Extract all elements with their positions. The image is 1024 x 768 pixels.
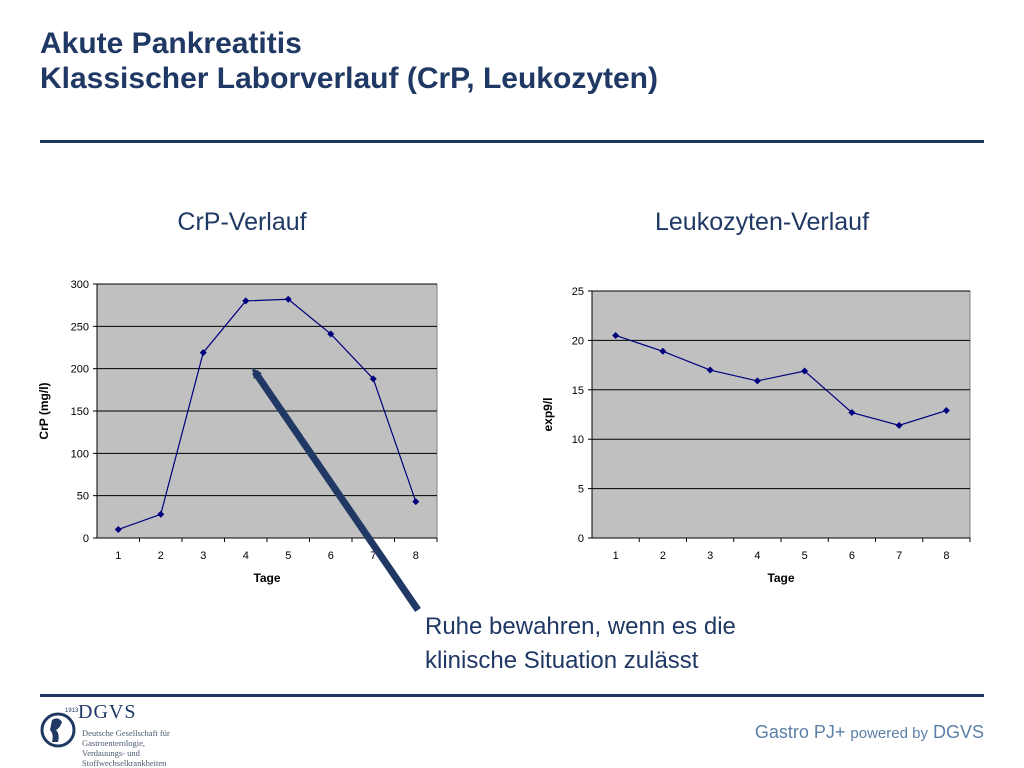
crp-data-point bbox=[114, 526, 122, 534]
crp-xtick-label: 7 bbox=[370, 550, 376, 562]
arrow-icon bbox=[252, 367, 421, 612]
leuko-ytick-label: 0 bbox=[578, 533, 584, 545]
crp-data-point bbox=[369, 375, 377, 383]
leuko-data-point bbox=[895, 421, 903, 429]
annotation-note: Ruhe bewahren, wenn es die klinische Sit… bbox=[425, 610, 736, 678]
slide-title-line2: Klassischer Laborverlauf (CrP, Leukozyte… bbox=[40, 62, 658, 95]
footer-brand-main: Gastro PJ+ bbox=[754, 722, 846, 742]
crp-ytick-label: 300 bbox=[71, 279, 89, 291]
bottom-rule bbox=[40, 694, 984, 697]
leuko-series-line bbox=[615, 334, 947, 426]
logo-figure-icon bbox=[50, 718, 62, 742]
crp-xtick-label: 3 bbox=[200, 550, 206, 562]
slide-title-line1: Akute Pankreatitis bbox=[40, 27, 302, 60]
leuko-data-point bbox=[801, 367, 809, 375]
leuko-xtick-label: 2 bbox=[660, 550, 666, 562]
leuko-ytick-label: 25 bbox=[572, 286, 584, 298]
crp-data-point bbox=[327, 330, 335, 338]
crp-xtick-label: 4 bbox=[243, 550, 249, 562]
annotation-arrow bbox=[252, 367, 421, 612]
leuko-x-axis-label: Tage bbox=[767, 571, 794, 585]
leuko-data-point bbox=[942, 407, 950, 415]
annotation-line2: klinische Situation zulässt bbox=[425, 647, 699, 674]
leuko-xtick-label: 8 bbox=[943, 550, 949, 562]
logo-sub-line: Deutsche Gesellschaft für bbox=[82, 728, 170, 738]
slide-title: Akute Pankreatitis Klassischer Laborverl… bbox=[40, 26, 658, 96]
leuko-ytick-label: 15 bbox=[572, 385, 584, 397]
logo-name: DGVS bbox=[78, 701, 137, 723]
dgvs-logo: 1913 bbox=[40, 708, 79, 748]
crp-ytick-label: 150 bbox=[71, 406, 89, 418]
crp-y-axis-label: CrP (mg/l) bbox=[37, 382, 51, 439]
footer-brand-small: powered by bbox=[850, 725, 928, 742]
crp-ytick-label: 200 bbox=[71, 364, 89, 376]
crp-xtick-label: 6 bbox=[328, 550, 334, 562]
leuko-data-point bbox=[612, 331, 620, 339]
logo-sub-line: Verdauungs- und bbox=[82, 748, 140, 758]
logo-year: 1913 bbox=[65, 708, 79, 714]
logo-sub-line: Stoffwechselkrankheiten bbox=[82, 758, 167, 768]
leuko-ytick-label: 20 bbox=[572, 335, 584, 347]
crp-ytick-label: 0 bbox=[83, 533, 89, 545]
top-rule bbox=[40, 140, 984, 143]
leuko-chart: 0 5 10 15 20 25 1 2 3 4 5 6 7 8 Tage exp9/l bbox=[541, 286, 971, 585]
crp-xtick-label: 8 bbox=[413, 550, 419, 562]
crp-xtick-label: 5 bbox=[285, 550, 291, 562]
leuko-xtick-label: 3 bbox=[707, 550, 713, 562]
leuko-data-point bbox=[659, 347, 667, 355]
leuko-xtick-label: 6 bbox=[849, 550, 855, 562]
crp-data-point bbox=[412, 498, 420, 506]
crp-xtick-label: 1 bbox=[115, 550, 121, 562]
crp-ytick-label: 250 bbox=[71, 321, 89, 333]
crp-data-point bbox=[284, 295, 292, 303]
crp-data-point bbox=[199, 349, 207, 357]
footer-brand-end: DGVS bbox=[932, 722, 984, 742]
logo-ring-icon bbox=[40, 712, 76, 748]
crp-data-point bbox=[242, 297, 250, 305]
footer-brand: Gastro PJ+ powered by DGVS bbox=[755, 722, 984, 743]
crp-series-line bbox=[118, 298, 417, 531]
crp-ytick-label: 100 bbox=[71, 448, 89, 460]
crp-ytick-label: 50 bbox=[77, 491, 89, 503]
annotation-line1: Ruhe bewahren, wenn es die bbox=[425, 613, 736, 640]
leuko-ytick-label: 5 bbox=[578, 484, 584, 496]
leuko-xtick-label: 7 bbox=[896, 550, 902, 562]
leuko-plot-area bbox=[591, 290, 971, 539]
leuko-data-point bbox=[848, 409, 856, 417]
leuko-y-axis-label: exp9/l bbox=[541, 397, 555, 431]
crp-chart: 0 50 100 150 200 250 300 1 2 3 4 5 6 7 8 Tage CrP (mg/l) bbox=[37, 279, 438, 585]
logo-subtitle: Deutsche Gesellschaft für Gastroenterolo… bbox=[82, 728, 192, 768]
crp-x-axis-label: Tage bbox=[253, 571, 280, 585]
leuko-chart-title: Leukozyten-Verlauf bbox=[654, 208, 870, 236]
leuko-ytick-label: 10 bbox=[572, 434, 584, 446]
crp-xtick-label: 2 bbox=[158, 550, 164, 562]
leuko-xtick-label: 1 bbox=[613, 550, 619, 562]
leuko-data-point bbox=[706, 366, 714, 374]
leuko-data-point bbox=[753, 377, 761, 385]
leuko-xtick-label: 5 bbox=[802, 550, 808, 562]
crp-data-point bbox=[157, 510, 165, 518]
crp-chart-title: CrP-Verlauf bbox=[177, 208, 307, 236]
leuko-xtick-label: 4 bbox=[754, 550, 760, 562]
logo-sub-line: Gastroenterologie, bbox=[82, 738, 146, 748]
